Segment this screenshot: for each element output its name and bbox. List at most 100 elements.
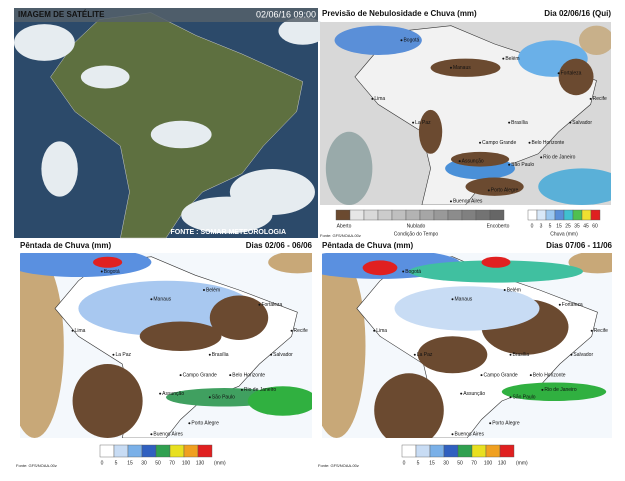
city-label: Buenos Aires <box>455 432 485 438</box>
rain-tick: 15 <box>127 460 133 466</box>
city-dot <box>481 374 483 376</box>
rain-title: Chuva (mm) <box>550 231 578 237</box>
city-dot <box>159 393 161 395</box>
rain-tick: 50 <box>155 460 161 466</box>
rain-swatch <box>444 445 458 457</box>
city-dot <box>452 433 454 435</box>
city-label: Manaus <box>453 65 471 71</box>
city-label: Brasília <box>511 120 528 126</box>
cloud <box>41 141 77 196</box>
city-label: Lima <box>374 96 385 102</box>
city-label: Porto Alegre <box>191 421 219 427</box>
panel-title: IMAGEM DE SATÉLITE <box>18 10 105 19</box>
city-label: Buenos Aires <box>153 432 183 438</box>
blob <box>73 364 143 438</box>
city-dot <box>489 422 491 424</box>
city-label: Salvador <box>573 352 593 358</box>
rain-swatch <box>528 210 537 220</box>
city-label: Recife <box>593 96 607 102</box>
rain-tick: 30 <box>141 460 147 466</box>
source: FONTE : SOMAR METEOROLOGIA <box>171 229 287 236</box>
city-label: Assunção <box>463 391 485 397</box>
rain-swatch <box>555 210 564 220</box>
city-dot <box>559 304 561 306</box>
city-label: Belém <box>505 56 519 62</box>
city-label: Belém <box>206 287 220 293</box>
rain-tick: 30 <box>443 460 449 466</box>
city-label: São Paulo <box>513 395 536 401</box>
rain-swatch <box>416 445 430 457</box>
city-label: Fortaleza <box>261 302 282 308</box>
rain-swatch <box>564 210 573 220</box>
rain-tick: 0 <box>101 460 104 466</box>
city-dot <box>412 122 414 124</box>
rain-tick: 15 <box>429 460 435 466</box>
panel-dates: Dias 07/06 - 11/06 <box>546 241 612 250</box>
condition-swatch <box>350 210 364 220</box>
rain-swatch <box>591 210 600 220</box>
city-dot <box>558 72 560 74</box>
city-dot <box>508 122 510 124</box>
blob <box>363 260 398 275</box>
condition-label: Encoberto <box>487 223 510 229</box>
panel-date: Dia 02/06/16 (Qui) <box>544 9 611 18</box>
rain-swatch <box>573 210 582 220</box>
city-dot <box>258 304 260 306</box>
city-dot <box>209 354 211 356</box>
rain-tick: 25 <box>565 223 571 229</box>
rain-tick: 130 <box>196 460 205 466</box>
condition-swatch <box>336 210 350 220</box>
city-label: Campo Grande <box>482 140 516 146</box>
city-dot <box>203 289 205 291</box>
blob <box>5 253 63 438</box>
city-label: La Paz <box>417 352 433 358</box>
rain-tick: 60 <box>592 223 598 229</box>
condition-swatch <box>392 210 406 220</box>
city-dot <box>72 330 74 332</box>
city-label: Salvador <box>572 120 592 126</box>
panel-title: Pêntada de Chuva (mm) <box>322 241 413 250</box>
city-dot <box>504 289 506 291</box>
blob <box>419 110 442 154</box>
city-dot <box>570 354 572 356</box>
city-dot <box>229 374 231 376</box>
rain-tick: 70 <box>471 460 477 466</box>
rain-swatch <box>402 445 416 457</box>
city-label: Campo Grande <box>484 372 518 378</box>
city-dot <box>510 354 512 356</box>
rain-tick: 5 <box>115 460 118 466</box>
city-dot <box>373 330 375 332</box>
blob <box>374 373 444 447</box>
city-label: Assunção <box>162 391 184 397</box>
city-label: Recife <box>294 328 308 334</box>
city-dot <box>291 330 293 332</box>
city-dot <box>569 122 571 124</box>
source: Fonte: GFS/NOAA-00z <box>16 463 57 468</box>
city-dot <box>209 396 211 398</box>
city-label: Brasília <box>513 352 530 358</box>
rain-swatch <box>142 445 156 457</box>
city-label: Lima <box>376 328 387 334</box>
pentad-map <box>5 247 326 438</box>
city-label: Manaus <box>153 297 171 303</box>
cloud <box>81 66 130 89</box>
city-dot <box>180 374 182 376</box>
city-label: La Paz <box>415 120 431 126</box>
cloud <box>151 121 212 149</box>
blob <box>5 247 151 277</box>
rain-swatch <box>114 445 128 457</box>
timestamp: 02/06/16 09:00 <box>256 9 316 19</box>
city-label: Bogotá <box>104 269 120 275</box>
city-label: Manaus <box>455 297 473 303</box>
city-dot <box>414 354 416 356</box>
rain-tick: 100 <box>484 460 493 466</box>
rain-tick: 0 <box>531 223 534 229</box>
rain-tick: 45 <box>583 223 589 229</box>
city-label: Belém <box>507 287 521 293</box>
blob <box>482 257 511 268</box>
cloud <box>14 24 75 61</box>
city-dot <box>150 433 152 435</box>
rain-unit: (mm) <box>214 460 226 466</box>
rain-tick: 5 <box>549 223 552 229</box>
